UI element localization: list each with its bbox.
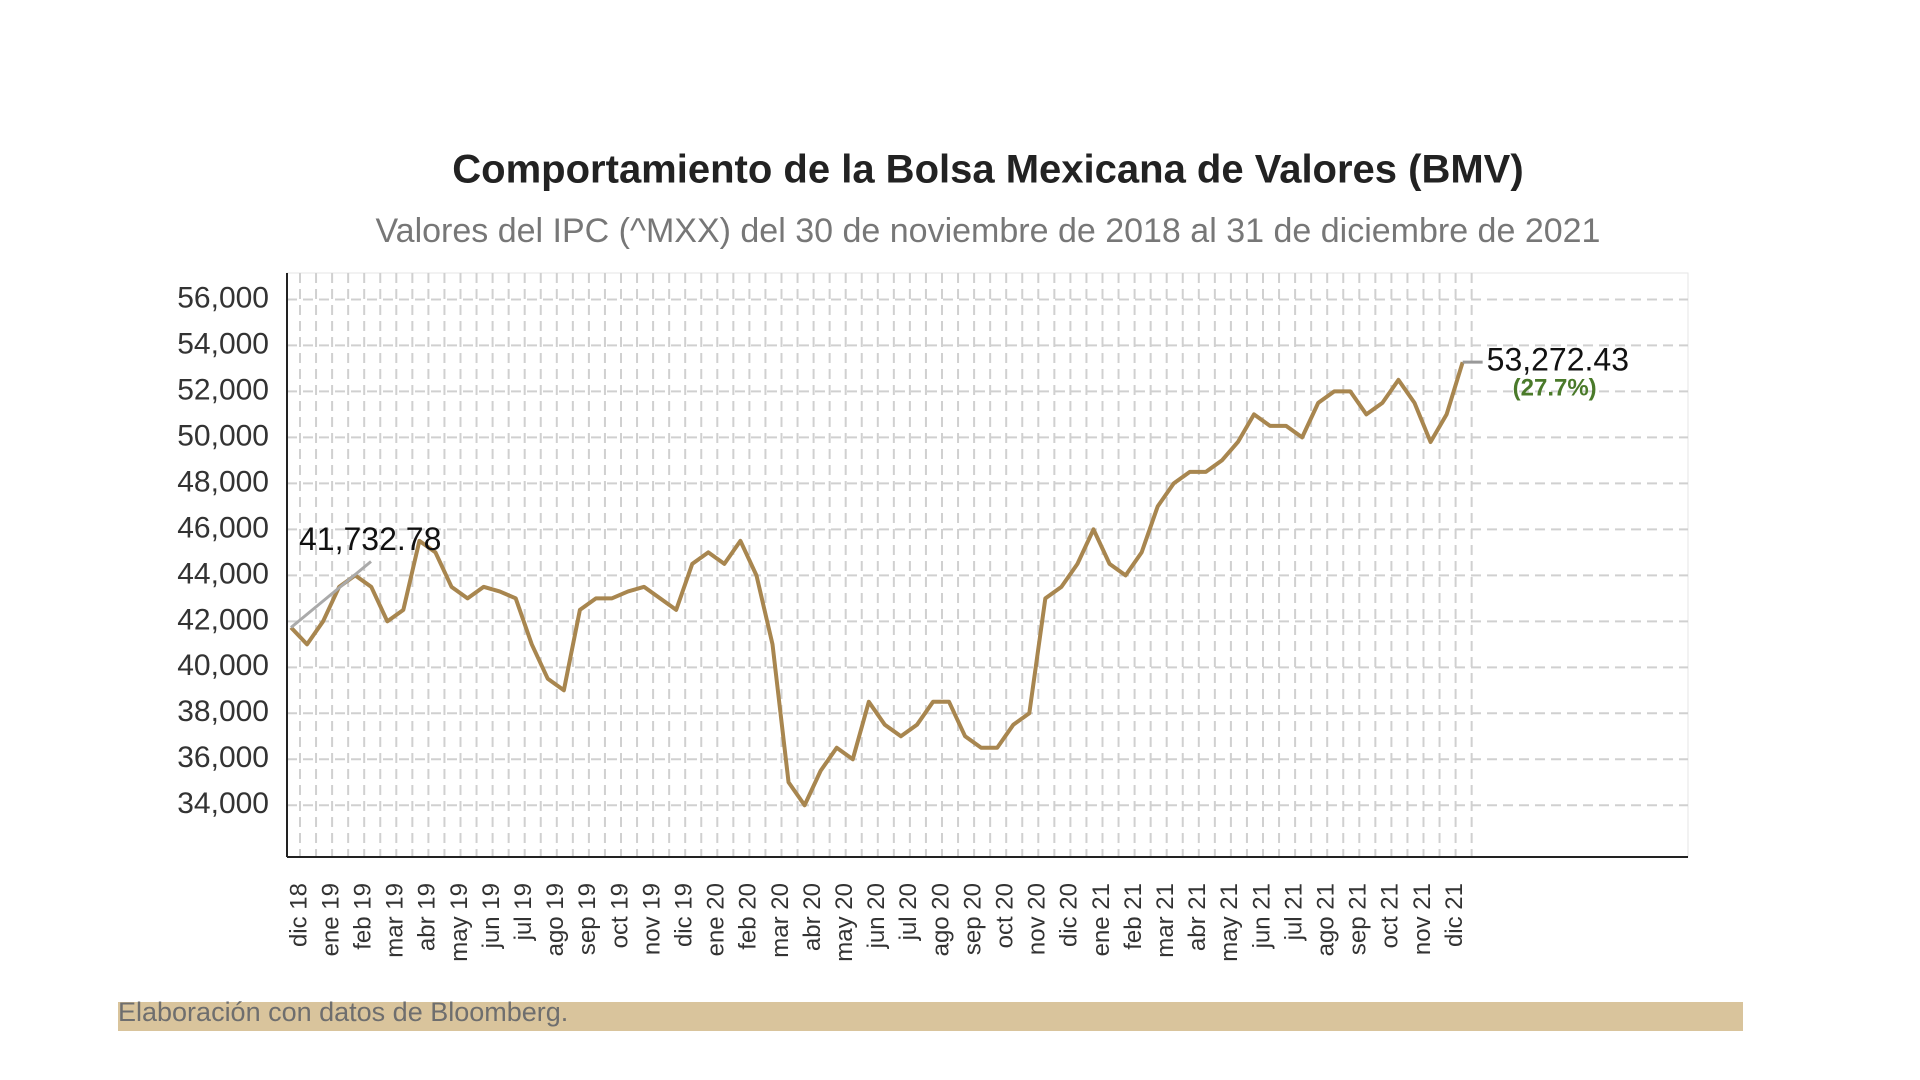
x-tick-label: mar 19: [382, 883, 409, 958]
x-tick-label: ago 20: [927, 883, 954, 956]
x-tick-label: sep 20: [959, 883, 986, 955]
y-tick-label: 48,000: [177, 465, 269, 498]
x-tick-label: jun 20: [863, 883, 890, 949]
x-tick-label: oct 20: [992, 883, 1019, 948]
y-tick-label: 34,000: [177, 787, 269, 820]
annotation: (27.7%): [1513, 374, 1597, 401]
x-tick-label: ene 20: [703, 883, 730, 956]
y-tick-label: 40,000: [177, 649, 269, 682]
data-label: 41,732.78: [299, 521, 441, 557]
y-tick-label: 50,000: [177, 419, 269, 452]
x-tick-label: jun 19: [478, 883, 505, 949]
data-label: 53,272.43: [1487, 342, 1629, 378]
x-tick-label: dic 19: [671, 883, 698, 947]
x-tick-label: may 19: [446, 883, 473, 962]
x-tick-label: jun 21: [1248, 883, 1275, 949]
x-tick-label: abr 20: [799, 883, 826, 951]
x-tick-label: jul 21: [1280, 883, 1307, 941]
chart-subtitle: Valores del IPC (^MXX) del 30 de noviemb…: [376, 212, 1601, 250]
y-tick-label: 44,000: [177, 557, 269, 590]
x-tick-label: dic 18: [285, 883, 312, 947]
x-tick-label: dic 20: [1056, 883, 1083, 947]
x-tick-label: ago 21: [1313, 883, 1340, 956]
y-tick-label: 54,000: [177, 327, 269, 360]
x-tick-label: sep 19: [574, 883, 601, 955]
x-tick-label: oct 19: [606, 883, 633, 948]
plot-area: [286, 272, 1689, 858]
x-tick-label: abr 21: [1184, 883, 1211, 951]
x-tick-label: ago 19: [542, 883, 569, 956]
x-tick-label: nov 21: [1409, 883, 1436, 955]
x-tick-label: ene 21: [1088, 883, 1115, 956]
series-line: [289, 361, 1465, 808]
y-tick-label: 46,000: [177, 511, 269, 544]
y-tick-label: 38,000: [177, 695, 269, 728]
x-tick-label: feb 19: [350, 883, 377, 950]
y-tick-label: 52,000: [177, 373, 269, 406]
leader-line: [290, 560, 372, 629]
x-tick-label: sep 21: [1345, 883, 1372, 955]
y-tick-label: 36,000: [177, 741, 269, 774]
y-tick-label: 56,000: [177, 281, 269, 314]
x-tick-label: nov 20: [1024, 883, 1051, 955]
x-tick-label: dic 21: [1441, 883, 1468, 947]
y-tick-label: 42,000: [177, 603, 269, 636]
x-tick-label: feb 21: [1120, 883, 1147, 950]
x-tick-label: feb 20: [735, 883, 762, 950]
x-tick-label: abr 19: [414, 883, 441, 951]
x-tick-label: ene 19: [317, 883, 344, 956]
source-bar: [118, 1002, 1743, 1031]
x-tick-label: may 21: [1216, 883, 1243, 962]
x-tick-label: nov 19: [638, 883, 665, 955]
x-tick-label: mar 20: [767, 883, 794, 958]
x-tick-label: jul 19: [510, 883, 537, 941]
x-tick-label: mar 21: [1152, 883, 1179, 958]
chart-title: Comportamiento de la Bolsa Mexicana de V…: [452, 148, 1523, 192]
source: Elaboración con datos de Bloomberg.: [118, 997, 568, 1027]
x-tick-label: oct 21: [1377, 883, 1404, 948]
x-tick-label: jul 20: [895, 883, 922, 941]
x-tick-label: may 20: [831, 883, 858, 962]
